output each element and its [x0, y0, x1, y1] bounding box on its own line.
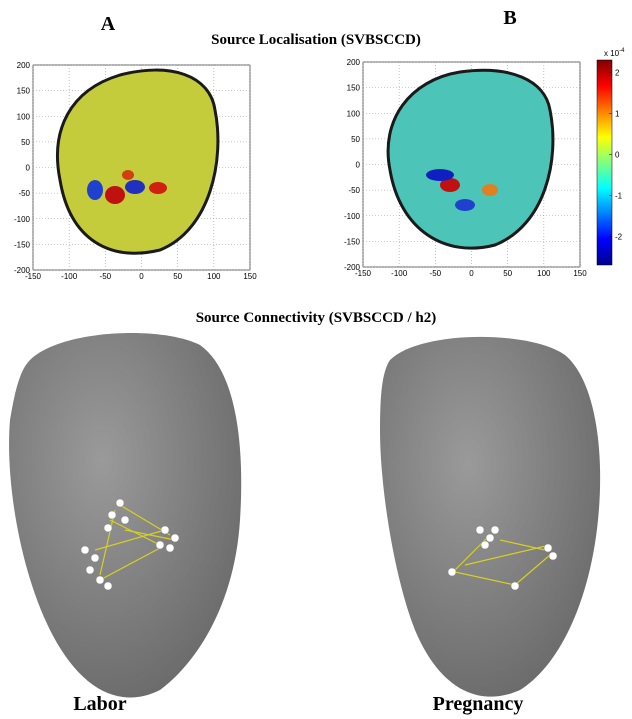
blob — [482, 184, 498, 196]
colorbar-tick-label: -1 — [615, 191, 623, 200]
caption: Labor — [73, 693, 126, 715]
y-tick-label: -200 — [344, 263, 361, 272]
y-tick-label: 200 — [347, 58, 361, 67]
colorbar-axis: -2 -1 0 1 2 — [609, 68, 623, 241]
blob — [122, 170, 134, 180]
colorbar-tick-label: -2 — [615, 232, 623, 241]
brain-surface — [380, 336, 601, 697]
caption: Pregnancy — [433, 693, 524, 715]
y-tick-label: 0 — [356, 161, 361, 170]
x-tick-label: -100 — [391, 269, 408, 278]
y-tick-label: 50 — [21, 138, 30, 147]
connections — [94, 504, 551, 586]
x-tick-label: -150 — [355, 269, 372, 278]
head-surface — [386, 68, 555, 250]
x-tick-label: 100 — [537, 269, 551, 278]
panel-label: B — [503, 7, 516, 29]
colorbar — [596, 59, 613, 266]
y-tick-label: 100 — [347, 109, 361, 118]
x-tick-label: -150 — [25, 272, 42, 281]
blob — [105, 186, 125, 204]
y-tick-label: 150 — [17, 87, 31, 96]
y-tick-label: 50 — [351, 135, 360, 144]
title: Source Localisation (SVBSCCD) — [211, 32, 421, 48]
colorbar-tick-label: 2 — [615, 68, 620, 77]
y-tick-label: 200 — [17, 61, 31, 70]
x-tick-label: 0 — [139, 272, 144, 281]
y-tick-label: -150 — [14, 240, 31, 249]
y-tick-label: 100 — [17, 112, 31, 121]
y-tick-label: -100 — [14, 215, 31, 224]
x-tick-label: 0 — [469, 269, 474, 278]
y-tick-label: -50 — [18, 189, 30, 198]
exponent: -4 — [619, 48, 625, 54]
x-tick-label: -100 — [61, 272, 78, 281]
exponent-base: x 10 — [604, 49, 620, 58]
brain-surface — [9, 333, 242, 698]
y-tick-label: -50 — [348, 186, 360, 195]
y-tick-label: 0 — [26, 164, 31, 173]
blob — [125, 180, 145, 194]
head-surface — [56, 68, 220, 255]
x-tick-label: -50 — [430, 269, 442, 278]
blob — [440, 178, 460, 192]
colorbar-tick-label: 1 — [615, 109, 620, 118]
blob — [455, 199, 475, 211]
blob — [149, 182, 167, 194]
y-tick-label: -100 — [344, 212, 361, 221]
x-tick-label: -50 — [100, 272, 112, 281]
x-tick-label: 50 — [173, 272, 182, 281]
blob — [426, 169, 454, 181]
x-tick-label: 50 — [503, 269, 512, 278]
y-tick-label: 150 — [347, 84, 361, 93]
colorbar-exponent: x 10-4 — [604, 48, 625, 58]
colorbar-tick-label: 0 — [615, 150, 620, 159]
panel-label: A — [101, 13, 116, 35]
y-tick-label: -200 — [14, 266, 31, 275]
title: Source Connectivity (SVBSCCD / h2) — [196, 310, 437, 326]
blob — [87, 180, 103, 200]
x-tick-label: 150 — [573, 269, 587, 278]
y-tick-label: -150 — [344, 237, 361, 246]
x-tick-label: 150 — [243, 272, 257, 281]
x-tick-label: 100 — [207, 272, 221, 281]
nodes — [80, 498, 558, 591]
